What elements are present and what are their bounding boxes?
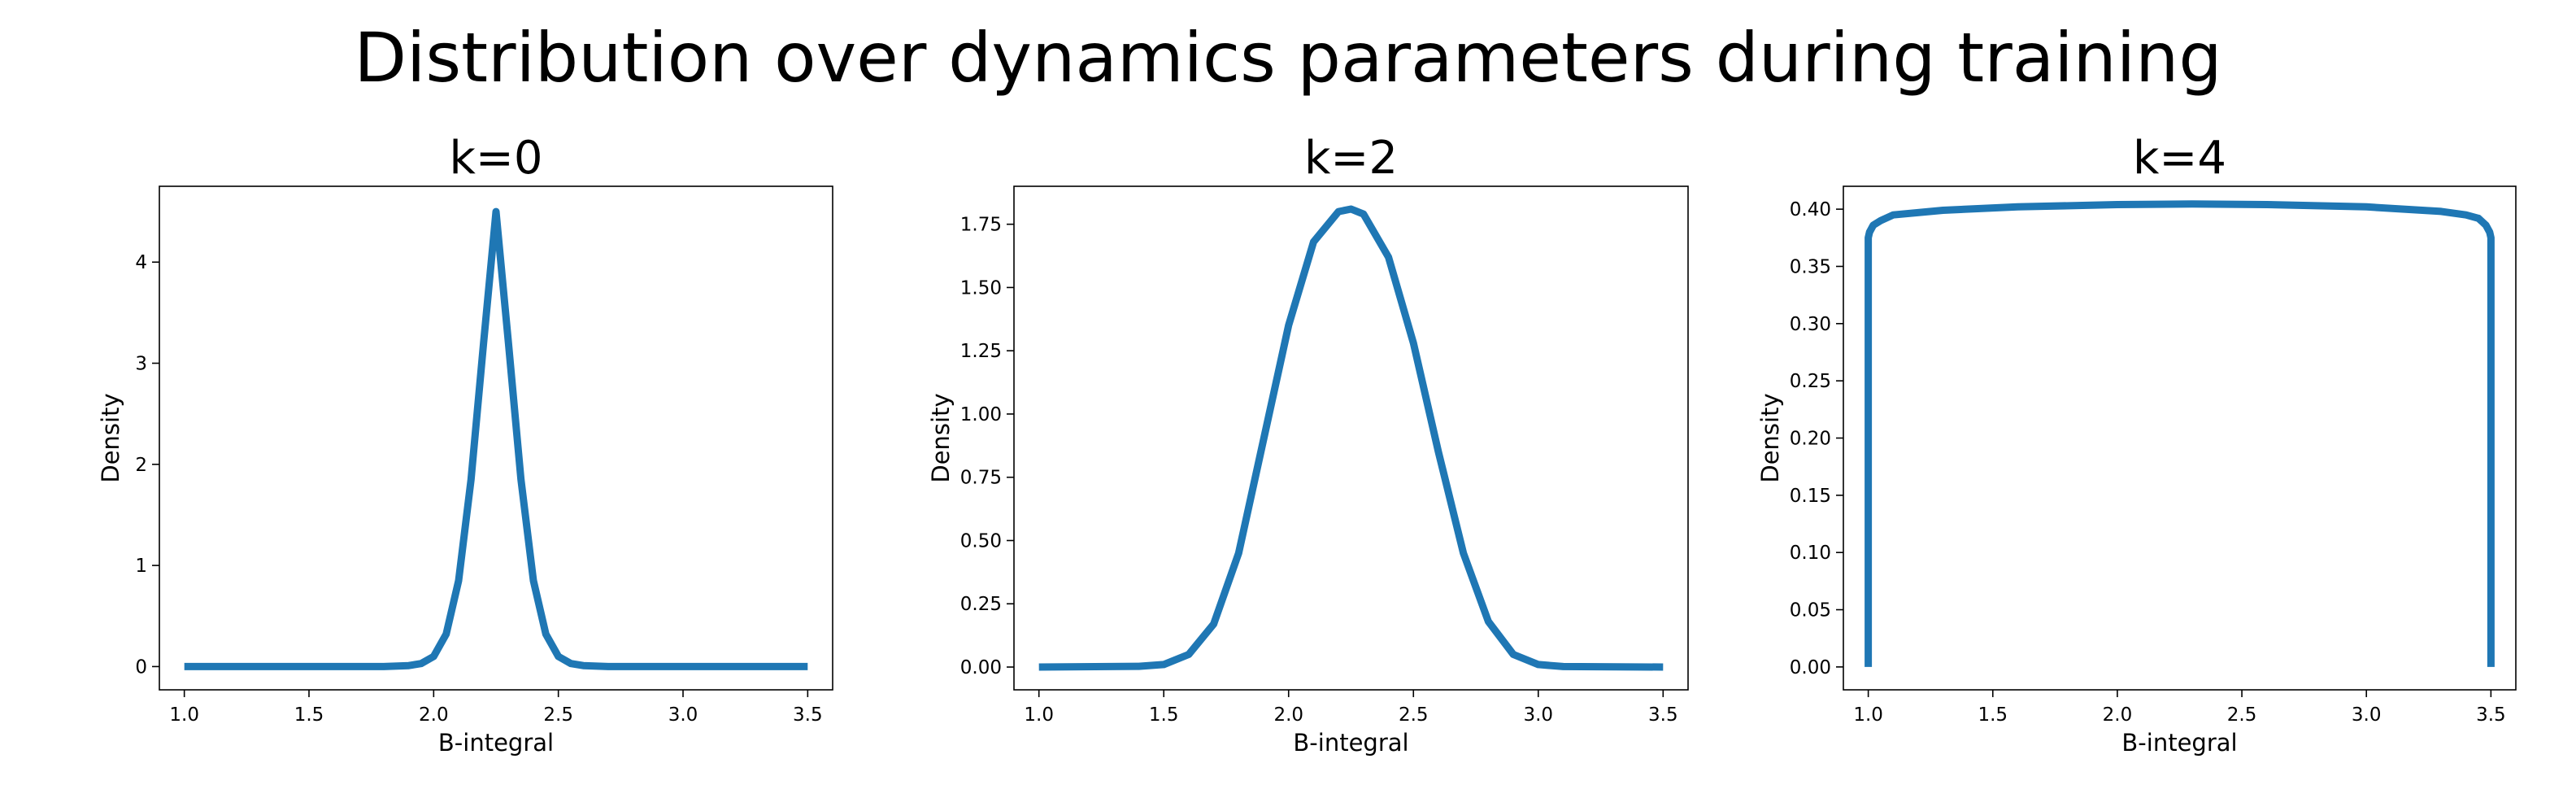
x-axis-label: B-integral bbox=[438, 729, 554, 757]
y-tick-label: 0.25 bbox=[960, 594, 1002, 615]
density-line bbox=[1038, 205, 1664, 671]
plot-frame bbox=[159, 185, 833, 691]
x-tick-label: 1.5 bbox=[294, 704, 324, 726]
subplot-title: k=4 bbox=[2133, 132, 2226, 185]
figure-title: Distribution over dynamics parameters du… bbox=[354, 18, 2222, 98]
x-tick-label: 2.0 bbox=[1273, 704, 1303, 726]
y-axis-label: Density bbox=[1756, 393, 1784, 482]
x-tick-label: 3.0 bbox=[2352, 704, 2382, 726]
y-tick-label: 1.25 bbox=[960, 341, 1002, 362]
y-tick-label: 0.00 bbox=[960, 657, 1002, 678]
x-tick-label: 1.5 bbox=[1149, 704, 1179, 726]
x-tick-label: 1.0 bbox=[1853, 704, 1883, 726]
y-tick-label: 0.25 bbox=[1790, 371, 1831, 392]
x-tick-label: 3.5 bbox=[1648, 704, 1678, 726]
x-tick-label: 2.5 bbox=[1399, 704, 1429, 726]
x-tick-label: 2.5 bbox=[543, 704, 573, 726]
x-tick-label: 3.0 bbox=[1523, 704, 1553, 726]
plot-frame bbox=[1843, 185, 2517, 691]
x-axis-label: B-integral bbox=[1293, 729, 1408, 757]
y-axis-label: Density bbox=[927, 393, 955, 482]
subplot-k=0: k=0 1.0 1.5 2.0 2.5 3.0 3.5 0 1 2 3 4 B-integral Dens… bbox=[97, 132, 833, 757]
x-tick-label: 1.0 bbox=[169, 704, 199, 726]
x-tick-label: 2.5 bbox=[2227, 704, 2257, 726]
y-tick-label: 0.30 bbox=[1790, 314, 1831, 335]
y-tick-label: 0.15 bbox=[1790, 486, 1831, 507]
x-tick-label: 2.0 bbox=[2103, 704, 2133, 726]
x-tick-label: 1.0 bbox=[1024, 704, 1054, 726]
plot-frame bbox=[1013, 185, 1689, 691]
y-axis-label: Density bbox=[97, 393, 124, 482]
x-tick-label: 3.0 bbox=[668, 704, 698, 726]
x-tick-label: 3.5 bbox=[2476, 704, 2506, 726]
y-tick-label: 3 bbox=[135, 354, 147, 375]
y-tick-label: 1 bbox=[135, 556, 147, 577]
y-tick-label: 0.75 bbox=[960, 468, 1002, 489]
x-axis-label: B-integral bbox=[2121, 729, 2237, 757]
y-tick-label: 0.05 bbox=[1790, 600, 1831, 621]
subplot-k=2: k=2 1.0 1.5 2.0 2.5 3.0 3.5 0.00 0.25 0.50 0.75 1.0… bbox=[927, 132, 1689, 757]
y-tick-label: 0 bbox=[135, 656, 147, 678]
y-tick-label: 1.00 bbox=[960, 404, 1002, 425]
density-line bbox=[1865, 200, 2495, 667]
y-tick-label: 0.10 bbox=[1790, 543, 1831, 564]
subplot-k=4: k=4 1.0 1.5 2.0 2.5 3.0 3.5 0.00 0.05 0.10 0.15 0.2… bbox=[1756, 132, 2517, 757]
y-tick-label: 2 bbox=[135, 455, 147, 476]
x-tick-label: 1.5 bbox=[1978, 704, 2008, 726]
y-tick-label: 1.50 bbox=[960, 277, 1002, 299]
y-tick-label: 0.35 bbox=[1790, 256, 1831, 277]
x-tick-label: 2.0 bbox=[419, 704, 449, 726]
y-tick-label: 4 bbox=[135, 252, 147, 273]
x-tick-label: 3.5 bbox=[793, 704, 823, 726]
y-tick-label: 0.40 bbox=[1790, 199, 1831, 220]
y-tick-label: 0.20 bbox=[1790, 429, 1831, 450]
density-line bbox=[184, 207, 808, 670]
subplot-title: k=0 bbox=[450, 132, 543, 185]
subplot-title: k=2 bbox=[1304, 132, 1398, 185]
y-tick-label: 0.00 bbox=[1790, 657, 1831, 678]
y-tick-label: 0.50 bbox=[960, 530, 1002, 552]
y-tick-label: 1.75 bbox=[960, 215, 1002, 236]
